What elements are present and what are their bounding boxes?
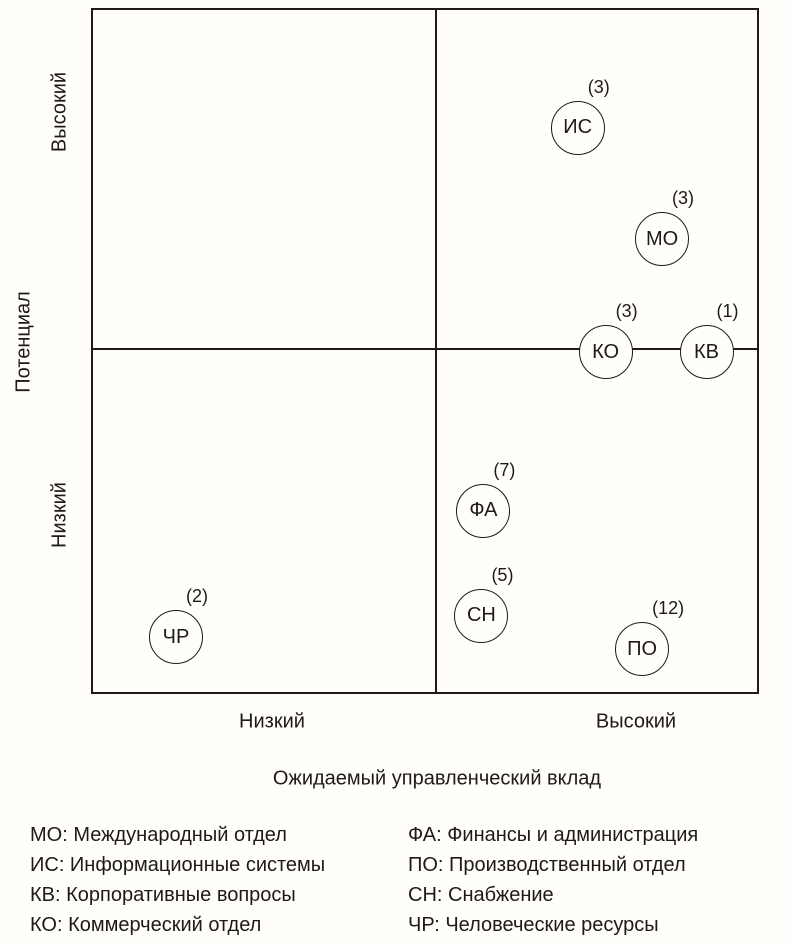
- point-count: (5): [491, 564, 514, 585]
- point-circle: КВ: [679, 325, 734, 380]
- y-tick-low: Низкий: [48, 482, 71, 548]
- point-count: (3): [672, 188, 695, 209]
- point-count: (3): [615, 301, 638, 322]
- legend-item-ЧР: ЧР: Человеческие ресурсы: [408, 914, 659, 936]
- data-point-СН: (5) СН: [454, 565, 513, 643]
- horizontal-divider: [93, 347, 757, 350]
- point-circle: МО: [635, 212, 690, 267]
- point-circle: ПО: [615, 622, 670, 677]
- x-tick-high: Высокий: [595, 710, 677, 733]
- point-circle: СН: [454, 588, 509, 643]
- plot-area: (3) ИС (3) МО (3) КО (1) КВ (7) ФА (5) СН (2) ЧР (12) П…: [91, 8, 759, 694]
- legend-item-ФА: ФА: Финансы и администрация: [408, 824, 699, 846]
- legend-column-2: ФА: Финансы и администрация ПО: Производс…: [408, 820, 698, 940]
- data-point-ПО: (12) ПО: [615, 598, 684, 677]
- point-count: (2): [186, 586, 208, 607]
- data-point-КО: (3) КО: [578, 301, 638, 380]
- legend-item-ИС: ИС: Информационные системы: [30, 854, 326, 876]
- legend-item-СН: СН: Снабжение: [408, 884, 554, 906]
- y-tick-high: Высокий: [48, 71, 71, 153]
- x-tick-low: Низкий: [239, 710, 305, 733]
- data-point-ФА: (7) ФА: [456, 460, 515, 538]
- x-axis-title: Ожидаемый управленческий вклад: [272, 767, 602, 790]
- point-count: (12): [652, 598, 685, 619]
- point-count: (1): [716, 301, 739, 322]
- vertical-divider: [434, 10, 437, 692]
- point-count: (7): [493, 459, 516, 480]
- legend-item-КВ: КВ: Корпоративные вопросы: [30, 884, 296, 906]
- data-point-КВ: (1) КВ: [679, 301, 739, 380]
- point-count: (3): [587, 76, 610, 97]
- point-circle: КО: [578, 325, 633, 380]
- legend-item-МО: МО: Международный отдел: [30, 824, 287, 846]
- point-circle: ИС: [550, 100, 605, 155]
- legend-item-КО: КО: Коммерческий отдел: [30, 914, 262, 936]
- point-circle: ФА: [456, 483, 511, 538]
- data-point-ИС: (3) ИС: [550, 77, 610, 155]
- data-point-МО: (3) МО: [635, 188, 694, 267]
- point-circle: ЧР: [149, 610, 203, 665]
- data-point-ЧР: (2) ЧР: [149, 586, 208, 665]
- legend-column-1: МО: Международный отдел ИС: Информационны…: [30, 820, 325, 940]
- legend-item-ПО: ПО: Производственный отдел: [408, 854, 686, 876]
- y-axis-title: Потенциал: [12, 291, 35, 393]
